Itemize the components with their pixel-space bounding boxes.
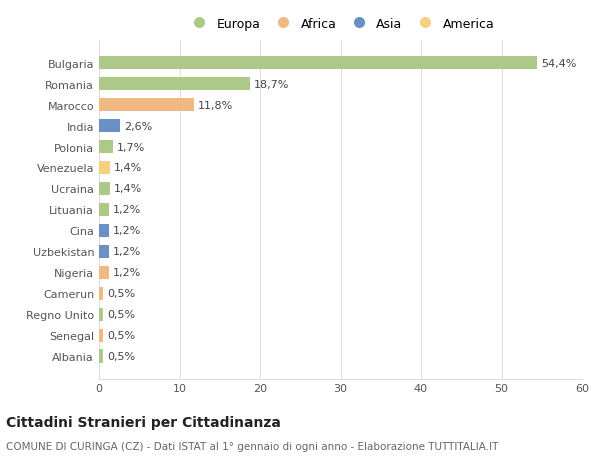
Text: 0,5%: 0,5% xyxy=(107,352,135,362)
Bar xyxy=(99,350,103,364)
Text: 2,6%: 2,6% xyxy=(124,121,152,131)
Bar xyxy=(99,161,110,175)
Text: 1,4%: 1,4% xyxy=(114,163,143,173)
Text: 11,8%: 11,8% xyxy=(198,101,233,110)
Bar xyxy=(99,308,103,321)
Text: 1,4%: 1,4% xyxy=(114,184,143,194)
Text: 1,2%: 1,2% xyxy=(113,226,141,236)
Bar xyxy=(99,329,103,342)
Text: 18,7%: 18,7% xyxy=(254,79,289,90)
Text: 1,2%: 1,2% xyxy=(113,268,141,278)
Bar xyxy=(99,182,110,196)
Text: 1,2%: 1,2% xyxy=(113,205,141,215)
Bar xyxy=(99,266,109,280)
Text: 1,7%: 1,7% xyxy=(117,142,145,152)
Bar xyxy=(99,224,109,238)
Bar xyxy=(99,245,109,259)
Text: COMUNE DI CURINGA (CZ) - Dati ISTAT al 1° gennaio di ogni anno - Elaborazione TU: COMUNE DI CURINGA (CZ) - Dati ISTAT al 1… xyxy=(6,441,499,451)
Bar xyxy=(99,287,103,301)
Text: 0,5%: 0,5% xyxy=(107,310,135,319)
Text: 0,5%: 0,5% xyxy=(107,330,135,341)
Bar xyxy=(99,203,109,217)
Bar xyxy=(99,78,250,91)
Text: Cittadini Stranieri per Cittadinanza: Cittadini Stranieri per Cittadinanza xyxy=(6,415,281,429)
Text: 0,5%: 0,5% xyxy=(107,289,135,299)
Bar xyxy=(99,99,194,112)
Legend: Europa, Africa, Asia, America: Europa, Africa, Asia, America xyxy=(183,14,498,34)
Text: 1,2%: 1,2% xyxy=(113,247,141,257)
Bar xyxy=(99,119,120,133)
Text: 54,4%: 54,4% xyxy=(541,58,577,68)
Bar xyxy=(99,140,113,154)
Bar xyxy=(99,56,537,70)
